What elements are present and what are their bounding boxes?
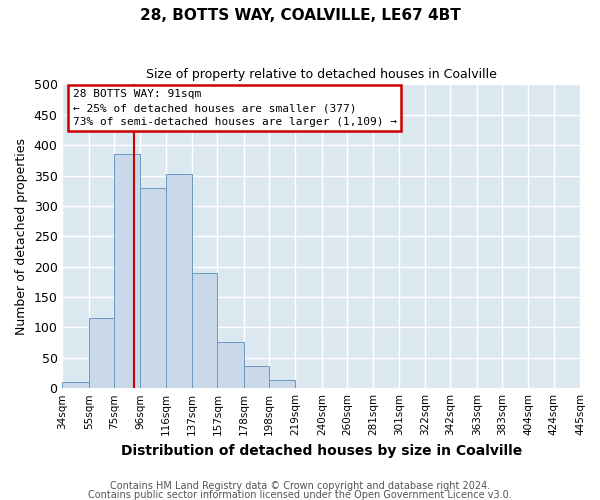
Text: 28 BOTTS WAY: 91sqm
← 25% of detached houses are smaller (377)
73% of semi-detac: 28 BOTTS WAY: 91sqm ← 25% of detached ho… (73, 89, 397, 127)
Bar (114, 154, 140, 388)
Bar (244, 366, 269, 388)
Bar (62, 382, 89, 388)
X-axis label: Distribution of detached houses by size in Coalville: Distribution of detached houses by size … (121, 444, 522, 458)
Y-axis label: Number of detached properties: Number of detached properties (15, 138, 28, 335)
Bar (166, 174, 192, 388)
Text: 28, BOTTS WAY, COALVILLE, LE67 4BT: 28, BOTTS WAY, COALVILLE, LE67 4BT (140, 8, 460, 22)
Bar (140, 188, 166, 388)
Title: Size of property relative to detached houses in Coalville: Size of property relative to detached ho… (146, 68, 497, 80)
Bar (192, 273, 217, 388)
Text: Contains public sector information licensed under the Open Government Licence v3: Contains public sector information licen… (88, 490, 512, 500)
Bar (269, 380, 295, 388)
Text: Contains HM Land Registry data © Crown copyright and database right 2024.: Contains HM Land Registry data © Crown c… (110, 481, 490, 491)
Bar (89, 318, 114, 388)
Bar (217, 342, 244, 388)
